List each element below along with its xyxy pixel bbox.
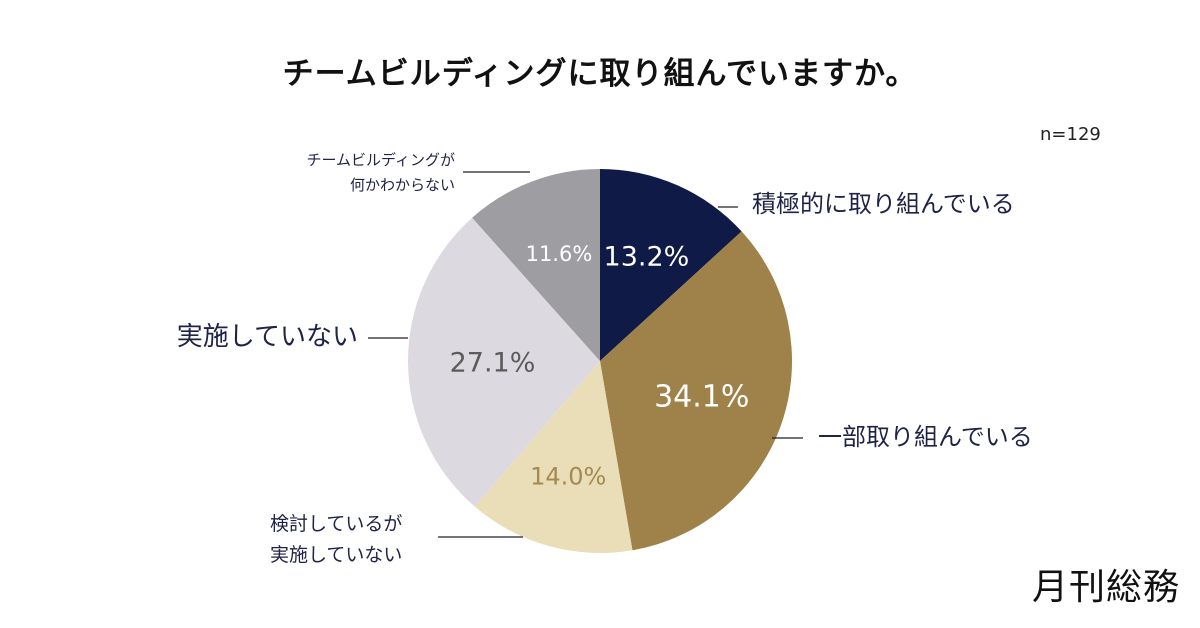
chart-title: チームビルディングに取り組んでいますか。 <box>282 56 918 92</box>
category-labels: 積極的に取り組んでいる一部取り組んでいる検討しているが実施していない実施していな… <box>177 151 1033 566</box>
value-labels: 13.2% 34.1% 14.0% 27.1% 11.6% <box>450 241 750 490</box>
slice-unknown-category-label: 何かわからない <box>350 176 455 194</box>
slice-considering <box>474 361 633 554</box>
slice-unknown-category-label: チームビルディングが <box>306 151 455 169</box>
slice-partial <box>600 231 793 551</box>
slice-considering-value-label: 14.0% <box>530 462 606 490</box>
slice-unknown <box>472 169 600 361</box>
slice-active-category-label: 積極的に取り組んでいる <box>752 190 1015 218</box>
slice-considering-category-label: 検討しているが <box>270 513 402 535</box>
slice-not-implemented-category-label: 実施していない <box>177 322 358 352</box>
slice-active <box>600 169 742 361</box>
leader-lines <box>368 171 803 538</box>
brand-logo: 月刊総務 <box>1032 567 1181 608</box>
slice-unknown-value-label: 11.6% <box>526 242 593 266</box>
slice-not-implemented-value-label: 27.1% <box>450 348 536 379</box>
slice-partial-value-label: 34.1% <box>654 380 749 415</box>
pie-slices <box>408 169 793 554</box>
slice-considering-category-label: 実施していない <box>270 544 402 566</box>
slice-active-value-label: 13.2% <box>604 241 690 272</box>
slice-partial-category-label: 一部取り組んでいる <box>818 423 1033 451</box>
sample-size-label: n=129 <box>1040 124 1101 145</box>
slice-not-implemented <box>408 217 600 507</box>
